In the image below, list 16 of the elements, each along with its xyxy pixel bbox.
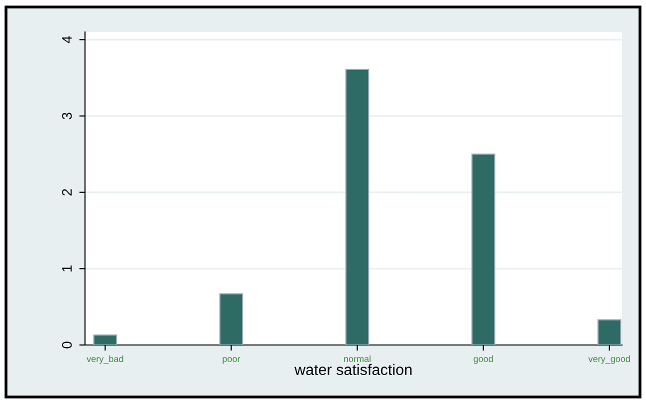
x-tick-label: very_bad [86, 355, 124, 364]
y-tick-label: 1 [62, 265, 72, 272]
x-axis-title: water satisfaction [294, 364, 412, 376]
bar [93, 334, 118, 345]
bar [345, 68, 370, 345]
bar [597, 319, 622, 345]
bar [471, 154, 496, 345]
x-tick-label: normal [344, 355, 370, 362]
y-tick-label: 0 [62, 342, 72, 348]
y-tick-label: 2 [62, 189, 72, 196]
x-tick-label: very_good [588, 355, 630, 364]
y-tick-label: 4 [62, 36, 72, 44]
bar [219, 293, 244, 345]
y-tick-label: 3 [62, 112, 72, 120]
x-tick-label: poor [222, 357, 240, 364]
x-tick-label: good [474, 355, 493, 364]
